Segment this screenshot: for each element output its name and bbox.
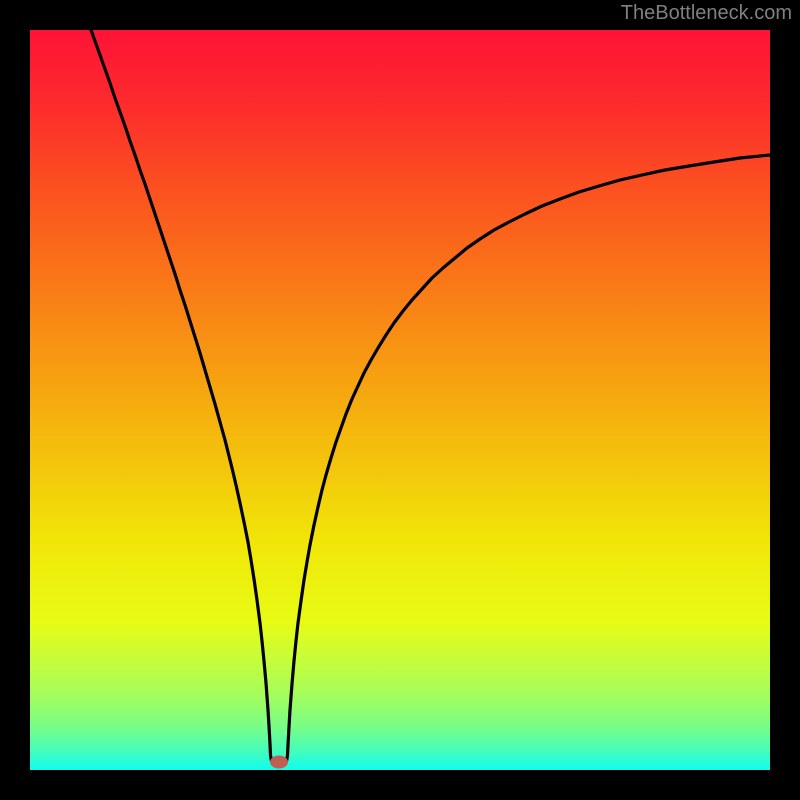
minimum-marker <box>270 756 288 769</box>
gradient-chart <box>0 0 800 800</box>
watermark-text: TheBottleneck.com <box>621 2 792 25</box>
plot-background <box>30 30 770 770</box>
chart-container: TheBottleneck.com <box>0 0 800 800</box>
